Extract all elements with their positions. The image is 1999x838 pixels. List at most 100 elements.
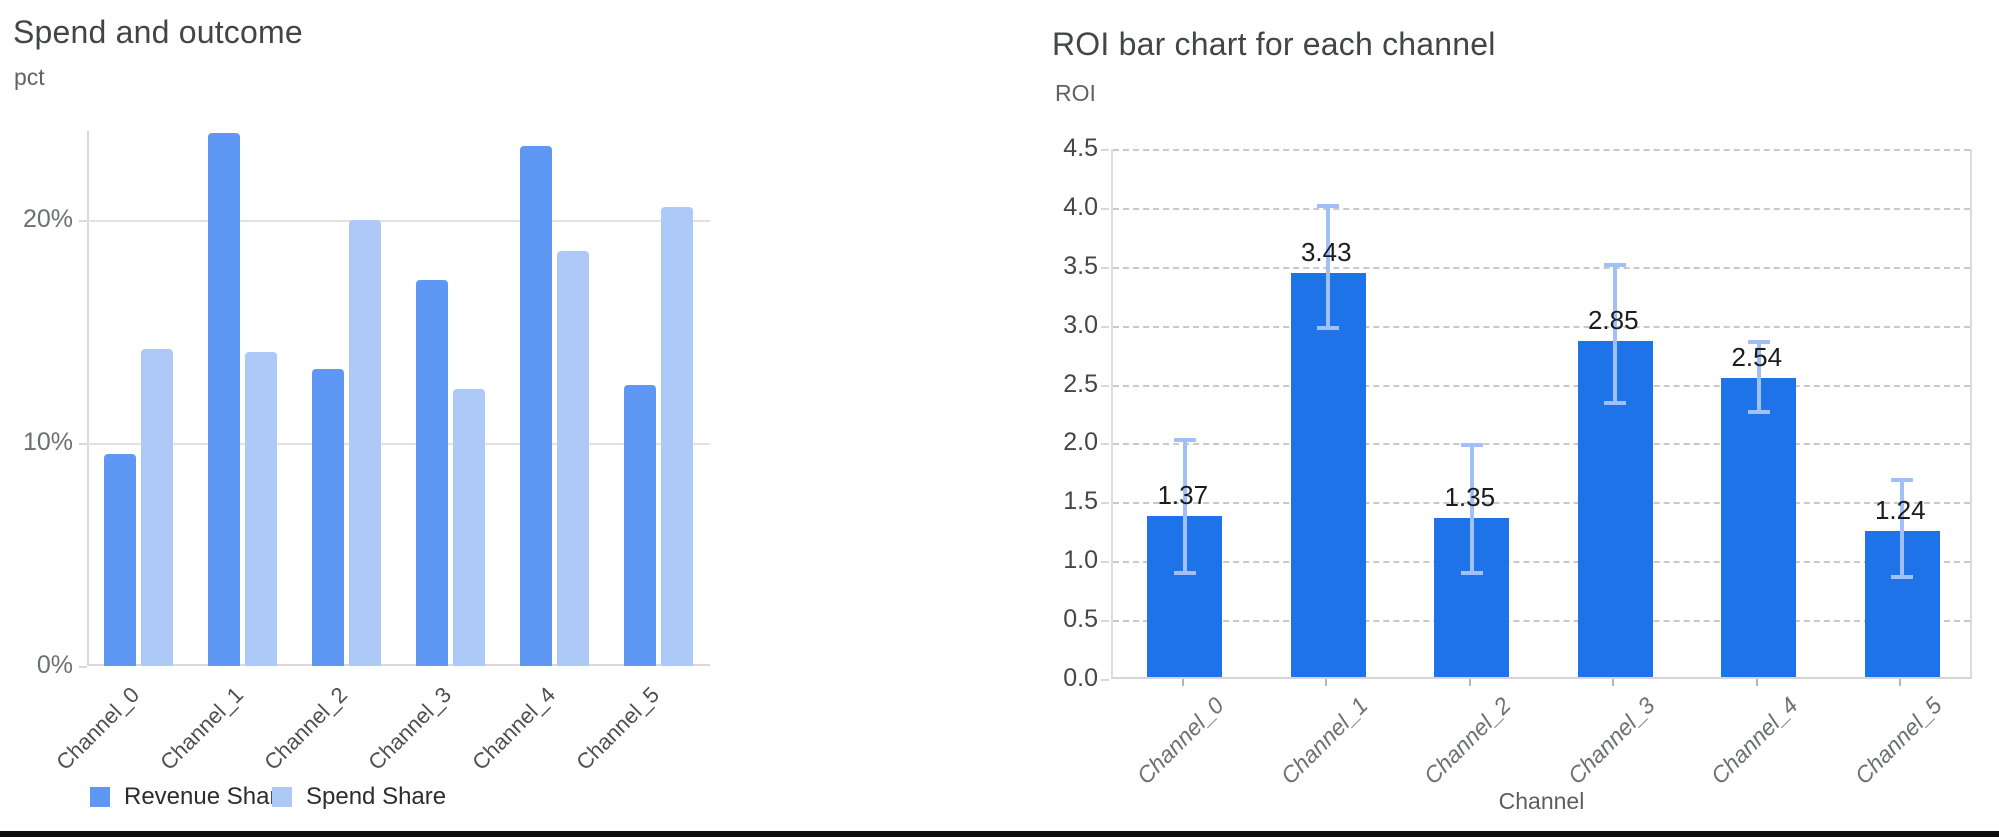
right-y-tickmark — [1101, 679, 1109, 681]
right-plot-area — [1111, 149, 1972, 679]
legend-label: Revenue Share — [124, 783, 291, 810]
bar-value-label-channel_3: 2.85 — [1587, 305, 1639, 336]
error-cap-top — [1173, 437, 1196, 442]
left-x-label-channel_3: Channel_3 — [363, 682, 457, 775]
bar-spend-share-channel_0[interactable] — [141, 349, 174, 666]
bar-spend-share-channel_4[interactable] — [556, 251, 589, 666]
right-y-tickmark — [1101, 149, 1109, 151]
left-y-tick-label: 20% — [22, 205, 73, 233]
legend-label: Spend Share — [306, 783, 447, 810]
left-x-label-channel_2: Channel_2 — [259, 682, 353, 775]
left-y-tick-label: 10% — [22, 428, 73, 456]
error-bar-channel_5 — [1900, 477, 1905, 579]
error-bar-channel_4 — [1756, 339, 1761, 414]
right-gridline-3.0 — [1113, 325, 1970, 328]
right-x-tickmark — [1468, 679, 1471, 686]
error-cap-bottom — [1891, 574, 1914, 579]
bar-revenue-share-channel_1[interactable] — [208, 133, 241, 666]
right-x-tickmark — [1755, 679, 1758, 686]
error-cap-bottom — [1747, 410, 1770, 414]
right-gridline-3.5 — [1113, 266, 1970, 269]
bar-revenue-share-channel_0[interactable] — [104, 454, 137, 666]
bottom-divider — [0, 831, 1999, 837]
left-y-tickmark — [79, 443, 87, 445]
left-gridline-20% — [87, 220, 710, 222]
right-y-tickmark — [1101, 443, 1109, 446]
right-gridline-4.5 — [1113, 149, 1970, 151]
error-cap-top — [1317, 204, 1340, 209]
bar-spend-share-channel_1[interactable] — [245, 352, 278, 666]
right-gridline-1.5 — [1113, 502, 1970, 505]
left-plot-area — [87, 131, 710, 666]
bar-spend-share-channel_3[interactable] — [452, 389, 485, 666]
right-y-tickmark — [1101, 325, 1109, 328]
right-x-label-channel_2: Channel_2 — [1419, 692, 1517, 790]
right-x-axis-title: Channel — [1498, 788, 1585, 814]
right-gridline-0.5 — [1113, 620, 1970, 623]
bar-revenue-share-channel_2[interactable] — [312, 369, 345, 666]
right-y-tickmark — [1101, 561, 1109, 564]
error-bar-channel_0 — [1182, 437, 1187, 576]
left-y-tickmark — [79, 666, 87, 668]
right-x-tickmark — [1325, 679, 1328, 686]
right-y-tick-label: 0.0 — [1063, 664, 1098, 692]
right-y-tick-label: 3.5 — [1063, 251, 1098, 280]
right-y-tickmark — [1101, 266, 1109, 269]
left-y-axis-unit: pct — [14, 64, 45, 90]
right-x-tickmark — [1899, 679, 1902, 686]
bar-revenue-share-channel_5[interactable] — [623, 385, 656, 666]
bar-revenue-share-channel_3[interactable] — [415, 280, 448, 666]
legend-item-spend-share: Spend Share — [272, 783, 446, 811]
bar-value-label-channel_2: 1.35 — [1444, 482, 1496, 512]
error-cap-top — [1891, 477, 1914, 482]
right-gridline-2.5 — [1113, 384, 1970, 387]
left-x-axis-line — [87, 664, 710, 666]
bar-spend-share-channel_5[interactable] — [660, 207, 693, 666]
bar-roi-channel_1[interactable] — [1290, 273, 1366, 677]
right-y-tick-label: 4.0 — [1063, 192, 1098, 221]
bar-revenue-share-channel_4[interactable] — [519, 146, 552, 666]
right-gridline-1.0 — [1113, 561, 1970, 564]
error-bar-channel_3 — [1613, 263, 1618, 405]
left-gridline-10% — [87, 443, 710, 445]
left-y-tickmark — [79, 220, 87, 222]
left-y-tick-label: 0% — [36, 651, 73, 679]
bar-spend-share-channel_2[interactable] — [349, 220, 382, 666]
right-x-label-channel_3: Channel_3 — [1562, 692, 1660, 790]
error-bar-channel_1 — [1326, 204, 1331, 331]
left-x-label-channel_4: Channel_4 — [466, 682, 560, 775]
left-x-label-channel_5: Channel_5 — [570, 682, 664, 775]
right-x-label-channel_1: Channel_1 — [1275, 692, 1373, 790]
left-x-label-channel_1: Channel_1 — [155, 682, 249, 775]
right-gridline-4.0 — [1113, 207, 1970, 210]
right-y-tick-label: 2.0 — [1063, 428, 1098, 457]
left-chart-title: Spend and outcome — [13, 14, 303, 50]
right-x-label-channel_0: Channel_0 — [1132, 692, 1230, 790]
error-cap-bottom — [1604, 400, 1627, 405]
error-cap-top — [1747, 339, 1770, 344]
right-y-tick-label: 1.0 — [1063, 546, 1098, 575]
legend-swatch-icon — [272, 787, 292, 807]
left-x-label-channel_0: Channel_0 — [51, 682, 145, 775]
error-cap-bottom — [1460, 571, 1483, 576]
right-y-tick-label: 3.0 — [1063, 310, 1098, 339]
right-x-tickmark — [1612, 679, 1615, 686]
bar-roi-channel_4[interactable] — [1721, 377, 1797, 677]
right-y-tick-label: 4.5 — [1063, 134, 1098, 162]
bar-value-label-channel_1: 3.43 — [1300, 237, 1352, 268]
error-cap-top — [1460, 443, 1483, 448]
error-cap-bottom — [1173, 571, 1196, 576]
right-y-axis-unit: ROI — [1055, 80, 1096, 106]
legend-item-revenue-share: Revenue Share — [90, 783, 291, 811]
bar-value-label-channel_4: 2.54 — [1731, 341, 1783, 372]
error-cap-top — [1604, 263, 1627, 268]
bar-value-label-channel_5: 1.24 — [1874, 494, 1926, 525]
right-gridline-2.0 — [1113, 443, 1970, 446]
right-y-tick-label: 0.5 — [1063, 605, 1098, 634]
right-x-label-channel_5: Channel_5 — [1849, 692, 1947, 790]
right-chart-title: ROI bar chart for each channel — [1052, 26, 1496, 62]
left-y-axis-line — [87, 131, 89, 666]
legend-swatch-icon — [90, 787, 110, 807]
error-cap-bottom — [1317, 326, 1340, 331]
